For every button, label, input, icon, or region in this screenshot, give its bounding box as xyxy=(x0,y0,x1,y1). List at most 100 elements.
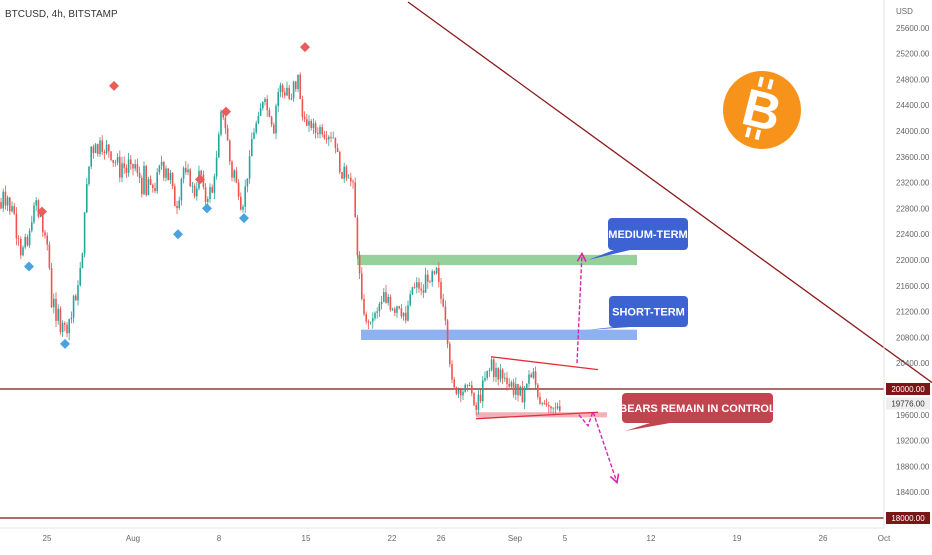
candle-body xyxy=(66,324,68,334)
candle-body xyxy=(240,196,242,210)
callout-bears-remain-in-control: BEARS REMAIN IN CONTROL xyxy=(619,393,776,431)
bitcoin-logo-icon: B xyxy=(723,71,801,149)
callout-label: SHORT-TERM xyxy=(612,307,685,319)
swing-low-marker xyxy=(239,213,249,224)
candle-body xyxy=(31,222,33,231)
candle-body xyxy=(213,176,216,193)
candle-body xyxy=(257,115,260,124)
candle-body xyxy=(233,170,235,178)
candle-body xyxy=(517,384,519,396)
candle-body xyxy=(187,169,189,173)
candle-body xyxy=(495,368,497,377)
candle-body xyxy=(330,136,332,138)
candle-body xyxy=(306,119,308,126)
x-tick-label: 12 xyxy=(647,534,656,543)
candle-body xyxy=(92,146,95,154)
candle-body xyxy=(550,406,552,409)
candle-body xyxy=(94,144,97,154)
price-label: 19776.00 xyxy=(891,399,925,408)
candle-body xyxy=(264,98,266,103)
candle-body xyxy=(526,383,528,388)
candle-body xyxy=(484,377,486,381)
candle-body xyxy=(374,312,376,319)
candle-body xyxy=(79,268,81,286)
candle-body xyxy=(178,200,180,209)
candle-body xyxy=(185,167,187,173)
candle-body xyxy=(11,206,13,212)
candle-body xyxy=(169,172,172,181)
candle-body xyxy=(145,165,147,196)
arrow-head-icon xyxy=(576,251,587,262)
candle-body xyxy=(468,385,471,387)
candle-body xyxy=(204,187,207,202)
candle-body xyxy=(301,98,304,117)
candle-body xyxy=(475,405,477,410)
swing-high-marker xyxy=(195,174,205,185)
swing-high-marker xyxy=(221,106,231,117)
candle-body xyxy=(460,389,462,396)
candle-body xyxy=(231,161,233,178)
y-tick-label: 22400.00 xyxy=(896,230,930,239)
candle-body xyxy=(347,177,350,179)
candle-body xyxy=(528,374,530,384)
candle-body xyxy=(508,384,510,387)
candle-body xyxy=(385,292,387,303)
candle-body xyxy=(20,239,22,256)
candle-body xyxy=(297,74,299,90)
candle-body xyxy=(380,301,383,305)
candle-body xyxy=(310,120,312,128)
y-tick-label: 20400.00 xyxy=(896,359,930,368)
swing-high-marker xyxy=(37,206,47,217)
candle-body xyxy=(506,377,508,385)
swing-low-marker xyxy=(60,338,70,349)
candle-body xyxy=(53,298,55,308)
time-axis[interactable]: 25 Aug 8 15 22 26 Sep 5 12 19 26 Oct xyxy=(0,527,891,543)
x-tick-label: 5 xyxy=(563,534,568,543)
y-tick-label: 19600.00 xyxy=(896,411,930,420)
candle-body xyxy=(112,160,114,163)
candle-body xyxy=(548,404,550,407)
swing-low-marker xyxy=(173,229,183,240)
candle-body xyxy=(336,148,339,153)
candle-body xyxy=(365,314,367,322)
candle-body xyxy=(42,214,44,233)
candle-body xyxy=(193,186,196,197)
y-tick-label: 19200.00 xyxy=(896,437,930,446)
candle-body xyxy=(158,165,161,173)
swing-high-marker xyxy=(300,42,310,53)
candle-body xyxy=(55,298,57,321)
candle-body xyxy=(119,156,121,178)
y-tick-label: 25200.00 xyxy=(896,50,930,59)
candle-body xyxy=(275,105,277,134)
price-axis[interactable]: USD 25600.00 25200.00 24800.00 24400.00 2400… xyxy=(883,0,930,528)
candle-body xyxy=(266,98,268,111)
candle-body xyxy=(389,297,392,310)
candle-body xyxy=(512,382,515,395)
candle-body xyxy=(416,282,418,288)
candle-body xyxy=(435,267,438,274)
candle-body xyxy=(345,166,348,178)
candle-body xyxy=(299,74,301,99)
y-tick-label: 18400.00 xyxy=(896,488,930,497)
candle-body xyxy=(171,172,174,187)
candle-body xyxy=(387,297,389,303)
x-tick-label: 22 xyxy=(388,534,397,543)
candle-body xyxy=(394,308,396,313)
candle-body xyxy=(209,187,211,200)
candle-body xyxy=(317,132,319,134)
candle-body xyxy=(521,386,524,403)
candle-body xyxy=(323,134,326,139)
swing-low-marker xyxy=(202,203,212,214)
candle-body xyxy=(499,369,502,380)
candle-body xyxy=(246,178,249,187)
y-tick-label: 21200.00 xyxy=(896,308,930,317)
candle-body xyxy=(490,359,493,371)
candle-body xyxy=(332,137,334,139)
candle-body xyxy=(308,120,310,126)
candle-body xyxy=(372,318,374,322)
candle-body xyxy=(407,305,409,321)
candle-body xyxy=(429,281,431,283)
candle-body xyxy=(433,271,436,274)
